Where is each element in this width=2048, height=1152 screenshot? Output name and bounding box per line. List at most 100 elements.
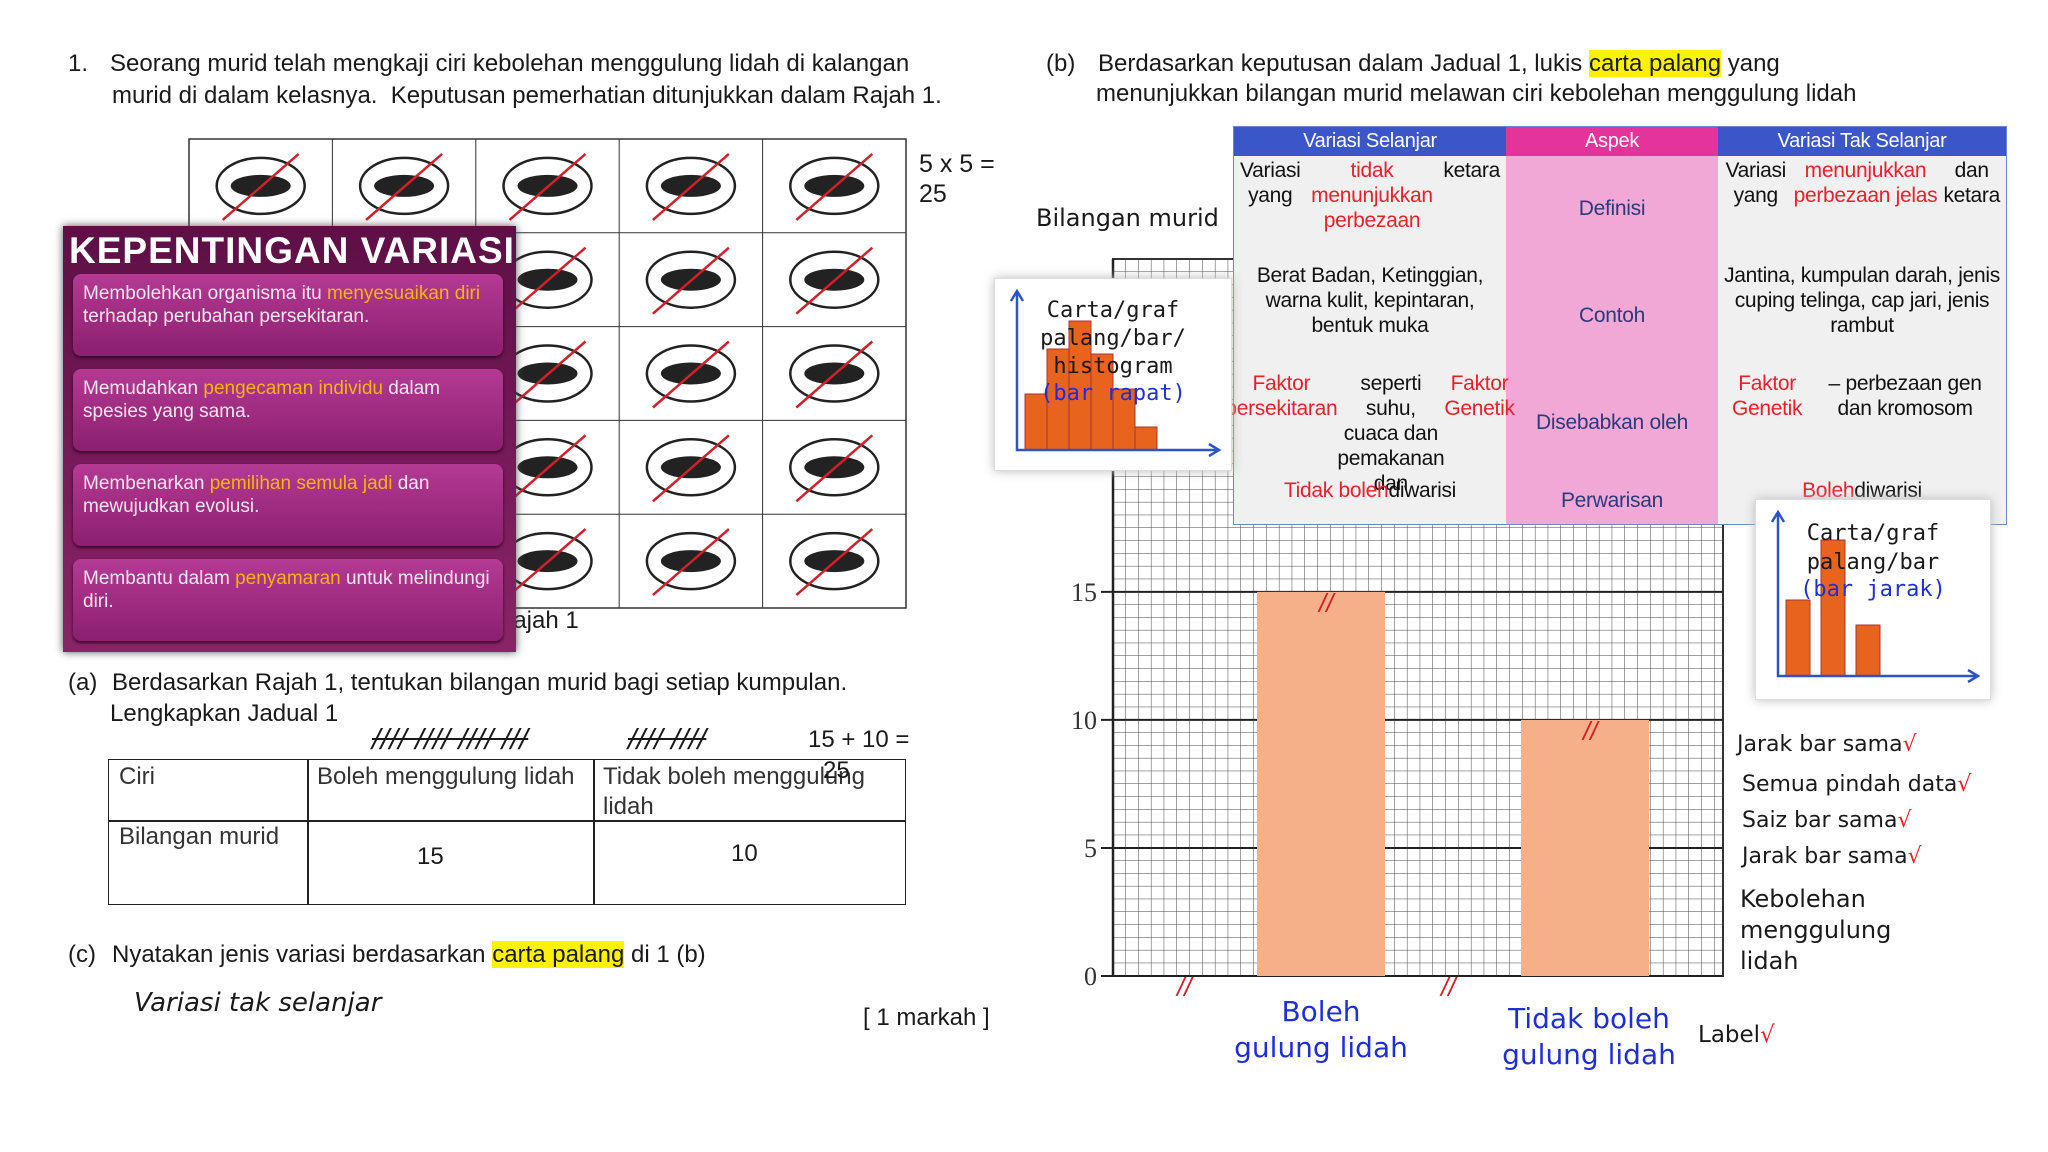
overlay-item: Membolehkan organisma itu menyesuaikan d… [73, 274, 503, 356]
bar [1521, 719, 1649, 976]
vt-cell: Definisi [1506, 156, 1718, 261]
cross-mark [795, 152, 874, 221]
part-text: menunjukkan bilangan murid melawan ciri … [1096, 80, 1857, 107]
text: Jarak bar sama [1742, 844, 1908, 869]
highlight: carta palang [492, 941, 625, 968]
x-tick-label: Tidak boleh gulung lidah [1502, 1002, 1676, 1071]
table-header: Tidak boleh menggulung lidah [603, 763, 865, 820]
text: – perbezaan gen dan kromosom [1828, 372, 1982, 420]
overlay-item: Membenarkan pemilihan semula jadi dan me… [73, 464, 503, 546]
text: dan ketara [1943, 159, 2001, 207]
text: Membenarkan [83, 473, 210, 494]
label-note: Label√ [1698, 1022, 1775, 1048]
cross-mark [795, 434, 874, 503]
vt-cell: Perwarisan [1506, 476, 1718, 524]
calc: 5 x 5 = [919, 150, 995, 178]
answer: Variasi tak selanjar [134, 988, 382, 1018]
text: Variasi yang [1240, 159, 1301, 207]
highlight-text: Faktor Genetik [1731, 372, 1803, 420]
break-mark: // [1317, 588, 1336, 618]
text: Membolehkan organisma itu [83, 283, 327, 304]
inset-bar [1855, 624, 1881, 677]
cross-mark [652, 528, 730, 597]
question-line: Seorang murid telah mengkaji ciri kebole… [110, 50, 910, 77]
vt-cell: Variasi yang menunjukkan perbezaan jelas… [1718, 156, 2006, 261]
highlight-text: Faktor persekitaran [1225, 372, 1338, 420]
text: seperti suhu, cuaca dan pemakanan dan [1337, 372, 1445, 495]
inset-bar [1134, 426, 1158, 451]
table-rule [307, 760, 309, 904]
overlay-item: Memudahkan pengecaman individu dalam spe… [73, 369, 503, 451]
tick: √ [1957, 772, 1972, 797]
part-label: (b) [1046, 50, 1076, 77]
tick: √ [1897, 808, 1912, 833]
vt-cell: Boleh diwarisi [1718, 476, 2006, 524]
tick: √ [1902, 732, 1917, 757]
table: Ciri Boleh menggulung lidah Tidak boleh … [108, 759, 906, 905]
text: Label [1698, 1022, 1761, 1048]
inset-graph [1770, 509, 1981, 684]
question-line: murid di dalam kelasnya. Keputusan pemer… [112, 82, 942, 109]
part-text: Nyatakan jenis variasi berdasarkan carta… [112, 941, 706, 969]
inset-axes [1015, 293, 1217, 452]
cross-mark [795, 340, 874, 409]
text: Contoh [1579, 303, 1645, 327]
vt-header: Variasi Selanjar [1303, 130, 1437, 152]
text: Memudahkan [83, 378, 204, 399]
text: Saiz bar sama [1742, 808, 1898, 833]
x-axis-label: Kebolehan menggulung lidah [1740, 885, 1892, 975]
cross-mark [221, 152, 300, 221]
text: diwarisi [1388, 479, 1457, 502]
text: Disebabkan oleh [1536, 411, 1688, 434]
inset-bar [1785, 599, 1811, 677]
histogram-inset: Carta/graf palang/bar/ histogram (bar ra… [994, 278, 1232, 471]
text: yang [1721, 50, 1780, 77]
part-text: Berdasarkan keputusan dalam Jadual 1, lu… [1098, 50, 1780, 78]
calc: 25 [919, 180, 947, 208]
cross-mark [652, 434, 730, 503]
cross-mark [508, 340, 587, 409]
text: terhadap perubahan persekitaran. [83, 306, 370, 327]
break-mark: // [1581, 716, 1600, 746]
vt-cell: Tidak boleh diwarisi [1234, 476, 1506, 524]
tally: //// //// //// /// [372, 724, 529, 754]
break-mark: // [1439, 972, 1458, 1002]
y-axis-label: Bilangan murid [1036, 204, 1219, 232]
highlight-text: tidak menunjukkan perbezaan [1311, 159, 1433, 232]
highlight-text: Tidak boleh [1283, 479, 1389, 502]
part-label: (c) [68, 941, 96, 968]
y-tick-label: 5 [1084, 834, 1097, 863]
inset-note: (bar rapat) [1040, 381, 1186, 406]
vt-cell: Disebabkan oleh [1506, 369, 1718, 476]
check-item: Saiz bar sama√ [1742, 808, 1911, 833]
overlay-item: Membantu dalam penyamaran untuk melindun… [73, 559, 503, 641]
sum: 25 [823, 757, 850, 784]
cross-mark [652, 246, 730, 315]
text: di 1 (b) [624, 941, 706, 968]
inset-note: (bar jarak) [1800, 577, 1946, 602]
y-tick-label: 15 [1071, 578, 1097, 607]
sum: 15 + 10 = [808, 726, 910, 753]
aspek-column [1506, 127, 1718, 524]
inset-arrows [1770, 509, 1981, 684]
bar [1257, 591, 1385, 976]
text: Nyatakan jenis variasi berdasarkan [112, 941, 493, 968]
highlight-text: Faktor Genetik [1444, 372, 1515, 420]
cross-mark [508, 528, 587, 597]
table-header-bar [1506, 127, 1718, 156]
vt-cell: Faktor Genetik – perbezaan gen dan kromo… [1718, 369, 2006, 476]
table-header: Boleh menggulung lidah [317, 763, 575, 790]
text: ketara [1443, 159, 1500, 182]
highlight: carta palang [1588, 50, 1722, 77]
highlight-text: Boleh [1802, 479, 1855, 502]
y-tick-label: 0 [1084, 962, 1097, 991]
table-cell: 15 [417, 843, 444, 870]
text: Definisi [1578, 197, 1646, 220]
text: dan mewujudkan evolusi. [83, 473, 430, 517]
inset-text: Carta/graf palang/bar/ histogram [1040, 298, 1186, 379]
x-tick-label: Boleh gulung lidah [1234, 995, 1408, 1064]
text: dalam spesies yang sama. [83, 378, 441, 422]
marks: [ 1 markah ] [863, 1004, 990, 1031]
text: Membantu dalam [83, 568, 236, 589]
text: Jarak bar sama [1737, 732, 1903, 757]
